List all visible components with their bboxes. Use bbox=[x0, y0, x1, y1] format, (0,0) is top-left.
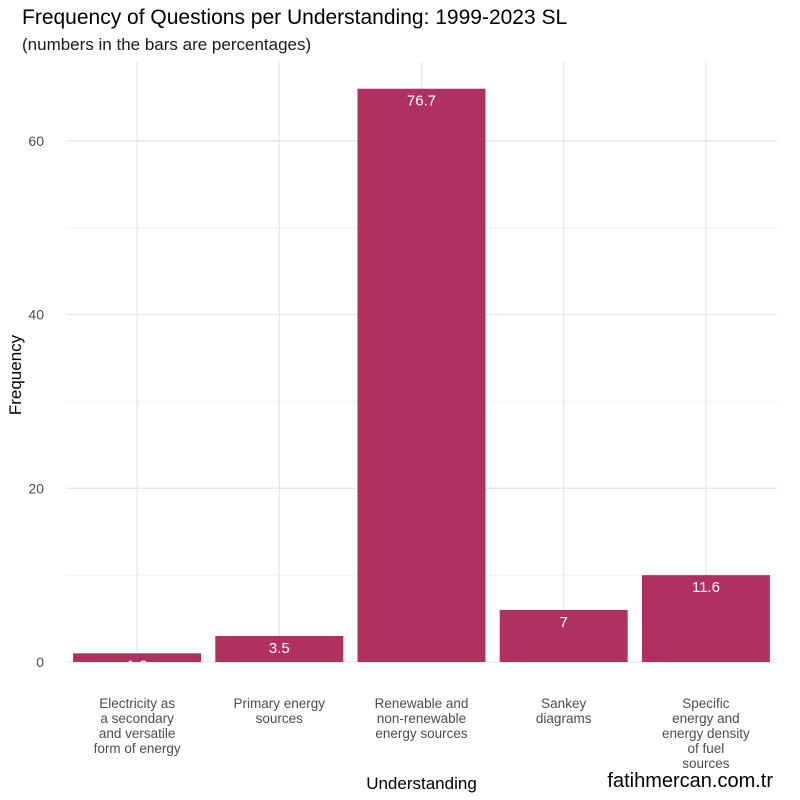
x-tick-label-line: sources bbox=[682, 756, 730, 771]
chart-subtitle: (numbers in the bars are percentages) bbox=[22, 35, 312, 54]
x-tick-label-line: energy and bbox=[672, 711, 740, 726]
y-tick-label: 60 bbox=[28, 133, 44, 149]
bar-value-label: 3.5 bbox=[269, 640, 290, 657]
x-tick-label-line: a secondary bbox=[100, 711, 174, 726]
bar bbox=[73, 653, 202, 662]
x-tick-label: Electricity as a secondary and versatile fo… bbox=[94, 696, 181, 756]
bar-value-label: 76.7 bbox=[407, 93, 436, 110]
y-axis-label: Frequency bbox=[6, 334, 25, 415]
x-tick-label-line: energy density bbox=[662, 726, 750, 741]
x-tick-label-line: energy sources bbox=[375, 726, 468, 741]
chart-title: Frequency of Questions per Understanding… bbox=[22, 6, 568, 29]
y-tick-label: 20 bbox=[28, 480, 44, 496]
x-tick-label: Sankey diagrams bbox=[536, 696, 592, 726]
y-tick-label: 0 bbox=[36, 654, 44, 670]
x-tick-label-line: Electricity as bbox=[99, 696, 175, 711]
x-tick-label-line: diagrams bbox=[536, 711, 592, 726]
bar bbox=[499, 609, 628, 662]
x-tick-label-line: of fuel bbox=[688, 741, 725, 756]
bar bbox=[215, 635, 344, 662]
x-tick-label-line: Specific bbox=[682, 696, 730, 711]
y-tick-label: 40 bbox=[28, 307, 44, 323]
bar bbox=[357, 88, 486, 662]
bar-value-label: 11.6 bbox=[692, 579, 720, 596]
x-tick-label-line: Sankey bbox=[541, 696, 586, 711]
x-axis-label: Understanding bbox=[366, 774, 477, 793]
x-tick-label: Specific energy and energy density of fuel s… bbox=[662, 696, 750, 771]
x-tick-label-line: form of energy bbox=[94, 741, 181, 756]
x-tick-label-line: Primary energy bbox=[234, 696, 326, 711]
bar-value-label: 7 bbox=[560, 614, 568, 631]
x-tick-label: Renewable and non-renewable energy sources bbox=[375, 696, 469, 741]
bar-value-label: 1.2 bbox=[127, 657, 148, 674]
x-tick-label: Primary energy sources bbox=[234, 696, 326, 726]
x-tick-label-line: and versatile bbox=[99, 726, 176, 741]
watermark: fatihmercan.com.tr bbox=[607, 770, 773, 792]
x-tick-label-line: sources bbox=[256, 711, 304, 726]
bar bbox=[641, 575, 770, 662]
x-tick-label-line: Renewable and bbox=[375, 696, 469, 711]
x-tick-label-line: non-renewable bbox=[377, 711, 466, 726]
